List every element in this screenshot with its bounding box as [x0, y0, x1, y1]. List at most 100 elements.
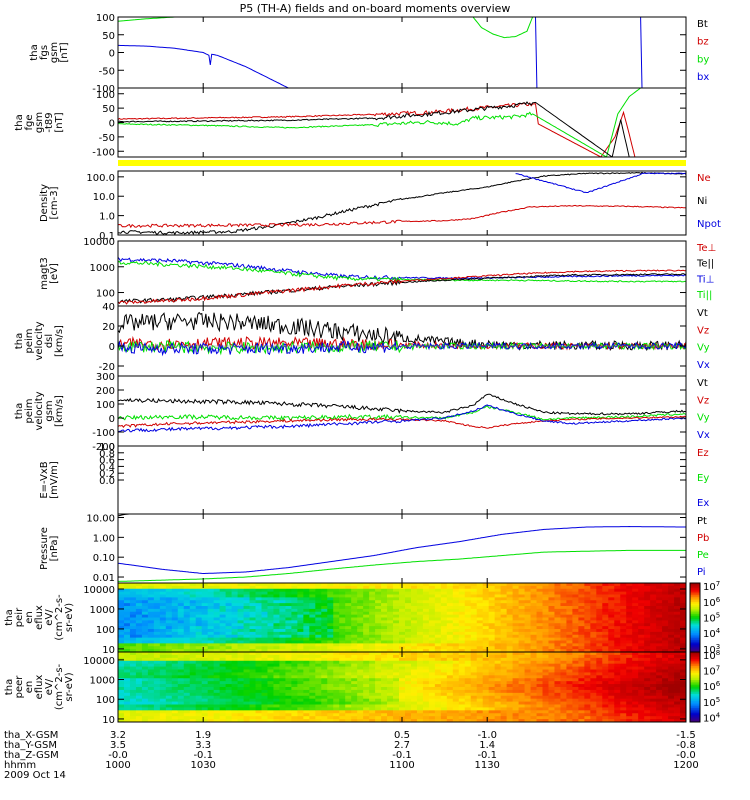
spectrogram-cell	[410, 646, 418, 650]
spectrogram-cell	[147, 603, 155, 607]
spectrogram-cell	[578, 681, 585, 685]
spectrogram-cell	[129, 634, 137, 639]
spectrogram-cell	[363, 620, 370, 624]
spectrogram-cell	[434, 646, 442, 650]
spectrogram-cell	[273, 643, 280, 647]
colorbar-swatch	[690, 692, 700, 695]
spectrogram-cell	[297, 652, 304, 656]
spectrogram-cell	[381, 701, 388, 705]
spectrogram-cell	[249, 634, 256, 639]
spectrogram-cell	[201, 606, 209, 610]
spectrogram-cell	[662, 600, 669, 604]
spectrogram-cell	[135, 678, 143, 682]
spectrogram-cell	[596, 646, 603, 650]
spectrogram-cell	[650, 684, 657, 688]
spectrogram-cell	[512, 692, 519, 697]
spectrogram-cell	[381, 640, 388, 644]
spectrogram-cell	[375, 646, 382, 650]
spectrogram-cell	[632, 698, 639, 702]
spectrogram-cell	[422, 663, 430, 667]
spectrogram-cell	[118, 640, 125, 644]
spectrogram-cell	[518, 660, 525, 665]
spectrogram-cell	[428, 698, 436, 702]
spectrogram-cell	[285, 692, 292, 697]
spectrogram-cell	[375, 692, 382, 697]
spectrogram-cell	[387, 652, 394, 656]
spectrogram-cell	[219, 611, 227, 616]
colorbar-swatch	[690, 626, 700, 629]
spectrogram-cell	[303, 710, 310, 714]
spectrogram-cell	[530, 626, 537, 630]
spectrogram-cell	[590, 710, 597, 714]
spectrogram-cell	[482, 626, 490, 630]
spectrogram-cell	[381, 652, 388, 656]
spectrogram-cell	[183, 684, 191, 688]
spectrogram-cell	[321, 678, 328, 682]
spectrogram-cell	[225, 654, 232, 659]
spectrogram-cell	[548, 611, 555, 616]
spectrogram-cell	[273, 701, 280, 705]
spectrogram-cell	[249, 629, 256, 633]
spectrogram-cell	[644, 640, 651, 644]
spectrogram-cell	[231, 695, 238, 700]
spectrogram-cell	[297, 600, 304, 604]
colorbar-swatch	[690, 687, 700, 690]
spectrogram-cell	[255, 704, 262, 708]
spectrogram-cell	[680, 591, 687, 595]
spectrogram-cell	[422, 585, 430, 590]
y-axis-label-line: gsm	[34, 112, 45, 133]
spectrogram-cell	[237, 713, 244, 717]
spectrogram-cell	[638, 689, 645, 694]
spectrogram-cell	[195, 663, 203, 667]
spectrogram-cell	[458, 588, 466, 593]
spectrogram-cell	[393, 681, 400, 685]
colorbar-swatch	[690, 694, 700, 697]
spectrogram-cell	[285, 719, 292, 723]
spectrogram-cell	[387, 675, 394, 679]
spectrogram-cell	[434, 585, 442, 590]
spectrogram-cell	[171, 698, 179, 702]
spectrogram-cell	[129, 626, 137, 630]
spectrogram-cell	[237, 585, 244, 590]
spectrogram-cell	[273, 684, 280, 688]
spectrogram-cell	[189, 652, 197, 656]
spectrogram-cell	[662, 646, 669, 650]
spectrogram-cell	[674, 675, 681, 679]
spectrogram-cell	[680, 666, 687, 670]
spectrogram-cell	[452, 687, 460, 691]
y-tick-label: 1.00	[93, 533, 115, 544]
spectrogram-cell	[458, 606, 466, 610]
spectrogram-cell	[297, 719, 304, 723]
spectrogram-cell	[680, 684, 687, 688]
spectrogram-cell	[680, 631, 687, 636]
spectrogram-cell	[393, 716, 400, 720]
spectrogram-cell	[303, 678, 310, 682]
spectrogram-cell	[572, 707, 579, 711]
spectrogram-cell	[333, 588, 340, 593]
y-tick-label: -50	[99, 133, 115, 144]
spectrogram-cell	[207, 623, 215, 627]
spectrogram-cell	[632, 657, 639, 662]
spectrogram-cell	[309, 678, 316, 682]
spectrogram-cell	[255, 597, 262, 601]
spectrogram-cell	[309, 692, 316, 697]
spectrogram-cell	[512, 623, 519, 627]
spectrogram-cell	[464, 716, 472, 720]
spectrogram-cell	[267, 701, 274, 705]
spectrogram-cell	[141, 678, 149, 682]
spectrogram-cell	[195, 719, 203, 723]
spectrogram-cell	[596, 695, 603, 700]
spectrogram-cell	[650, 716, 657, 720]
spectrogram-cell	[614, 588, 621, 593]
series-group	[118, 514, 686, 582]
spectrogram-cell	[291, 620, 298, 624]
colorbar-swatch	[690, 612, 700, 615]
spectrogram-cell	[680, 583, 687, 587]
spectrogram-cell	[608, 583, 615, 587]
spectrogram-cell	[560, 588, 567, 593]
spectrogram-cell	[446, 654, 454, 659]
spectrogram-cell	[626, 594, 633, 598]
spectrogram-cell	[177, 617, 185, 621]
spectrogram-cell	[602, 692, 609, 697]
spectrogram-cell	[177, 643, 185, 647]
